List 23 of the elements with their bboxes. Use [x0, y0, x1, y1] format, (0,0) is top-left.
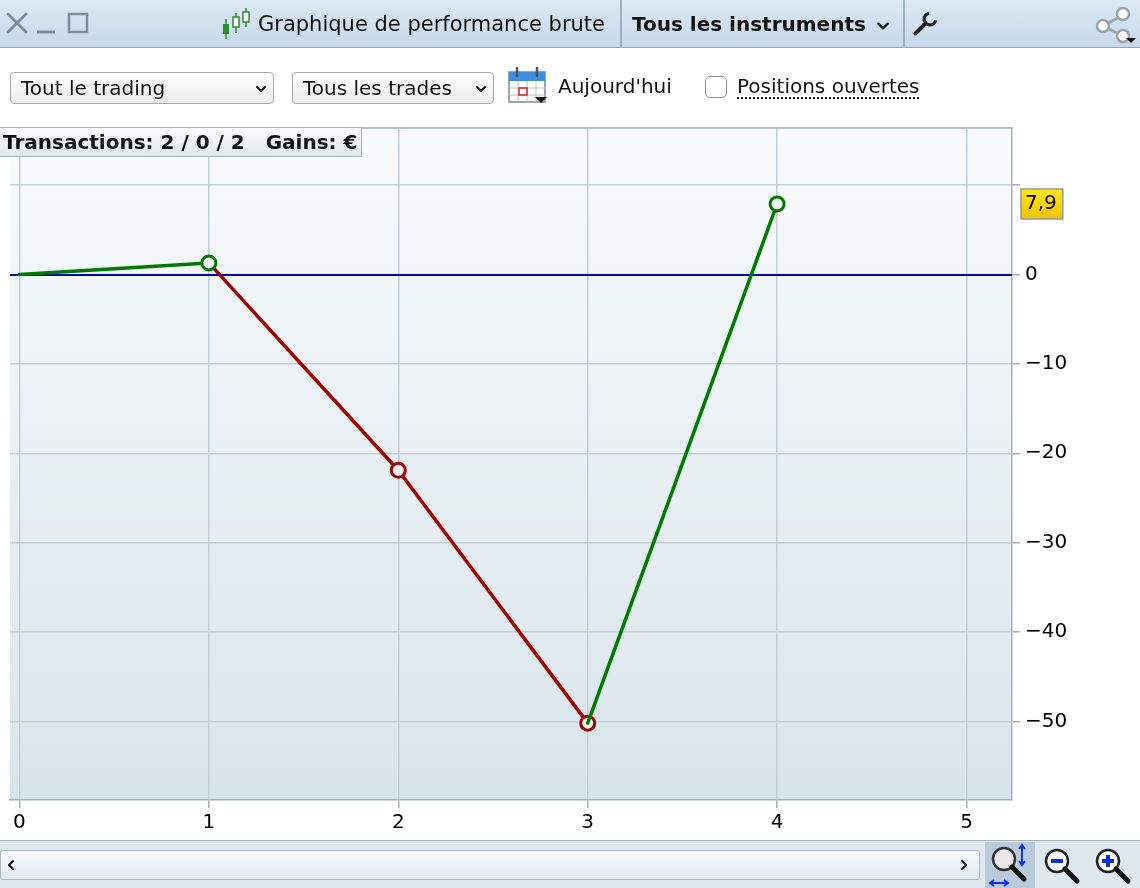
point	[389, 461, 407, 479]
y-tick-label: 7,9	[1025, 190, 1057, 215]
y-tick-label: −20	[1025, 439, 1068, 464]
dropdown-field: Tout le trading	[10, 72, 274, 104]
text: Positions ouvertes	[737, 73, 920, 100]
text: Tous les instruments	[632, 11, 866, 38]
y-tick-label: −30	[1025, 528, 1068, 553]
y-tick-label: 0	[1025, 260, 1038, 285]
x-tick-label: 1	[202, 809, 216, 834]
x-tick-label: 4	[770, 809, 784, 834]
point	[200, 254, 218, 272]
x-tick-label: 3	[581, 809, 595, 834]
y-tick-label: −40	[1025, 618, 1068, 643]
y-tick-label: −50	[1025, 707, 1068, 732]
annotation: Transactions: 2 / 0 / 2 Gains: €	[0, 127, 363, 157]
dropdown-field: Tous les trades	[292, 72, 494, 104]
chart-title: Graphique de performance brute	[258, 11, 606, 38]
x-tick-label: 2	[391, 809, 405, 834]
text: Aujourd'hui	[558, 73, 672, 100]
x-tick-label: 0	[13, 809, 26, 834]
point	[768, 195, 786, 213]
y-tick-label: −10	[1025, 350, 1068, 375]
x-tick-label: 5	[960, 809, 973, 834]
